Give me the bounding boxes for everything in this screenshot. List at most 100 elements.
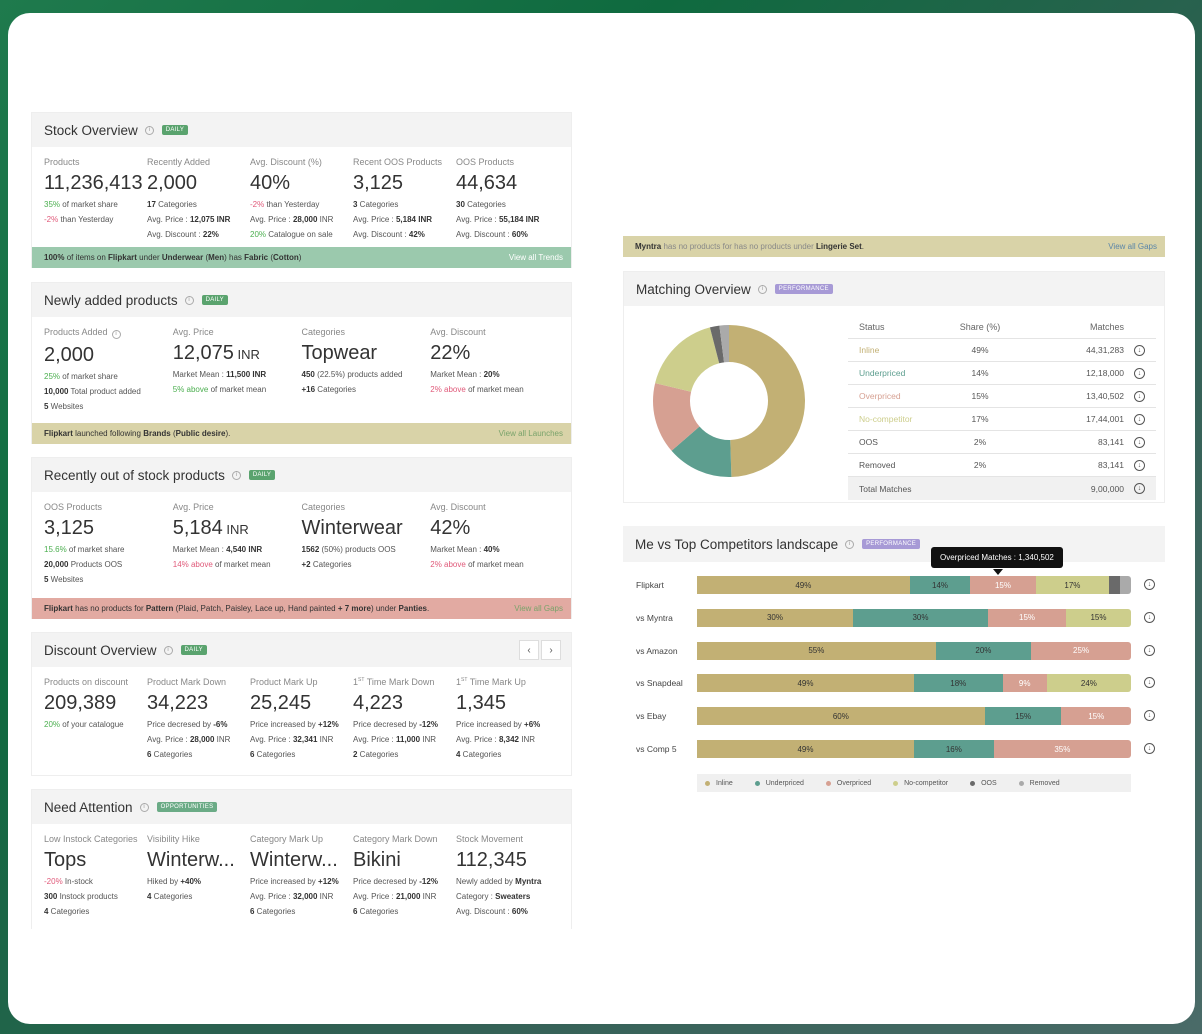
competitor-bar: 60% 15% 15% [697,707,1131,726]
daily-badge: DAILY [161,125,189,135]
matches-header: Matches [1089,322,1124,332]
download-icon[interactable]: ↓ [1144,644,1155,656]
competitor-bar: 55% 20% 25% [697,641,1131,660]
share-cell: 2% [973,460,987,470]
total-label: Total Matches [859,483,912,494]
competitor-bar: 30% 30% 15% 15% [697,608,1131,627]
trend-text: 100% of items on Flipkart under Underwea… [44,253,302,262]
segment-oos[interactable] [1109,576,1121,594]
segment-inline[interactable]: 55% [697,641,936,660]
competitor-bar: 49% 14% 15% 17% [697,576,1131,594]
info-icon[interactable]: i [845,539,855,549]
download-icon[interactable]: ↓ [1144,611,1155,623]
metric-col: Stock Movement 112,345 Newly added by Mynt… [456,834,542,916]
view-all-trends-link[interactable]: View all Trends [508,253,563,262]
view-all-launches-link[interactable]: View all Launches [498,429,563,438]
segment-overpriced[interactable]: 9% [1002,674,1047,693]
info-icon[interactable]: i [163,645,173,655]
segment-overpriced[interactable]: 15% [1061,707,1131,726]
info-icon[interactable]: i [144,125,154,135]
download-icon[interactable]: ↓ [1134,436,1145,448]
newly-added-panel: Newly added products i DAILY Products Adde… [31,282,572,444]
status-header: Status [859,322,885,332]
segment-removed[interactable] [1120,576,1131,594]
donut-slice-removed[interactable] [719,325,729,363]
tooltip: Overpriced Matches : 1,340,502 [931,547,1063,568]
view-all-gaps-link[interactable]: View all Gaps [1108,242,1157,251]
gap-text: Flipkart has no products for Pattern (Pl… [44,604,430,613]
discount-overview-title: Discount Overview [44,642,157,658]
segment-inline[interactable]: 60% [697,707,985,726]
metric-col: Category Mark Down Bikini Price decresed b… [353,834,438,916]
landscape-title: Me vs Top Competitors landscape [635,536,839,552]
segment-underpriced[interactable]: 16% [914,740,994,758]
download-icon[interactable]: ↓ [1144,743,1155,754]
opportunities-badge: OPPORTUNITIES [156,802,218,812]
stock-overview-title: Stock Overview [44,122,138,138]
performance-badge: PERFORMANCE [862,539,921,549]
segment-nocompetitor[interactable]: 17% [1035,576,1110,594]
download-icon[interactable]: ↓ [1134,459,1145,471]
download-icon[interactable]: ↓ [1134,344,1145,356]
segment-inline[interactable]: 49% [697,740,914,758]
segment-underpriced[interactable]: 30% [852,608,989,627]
donut-slice-inline[interactable] [729,325,805,477]
download-icon[interactable]: ↓ [1134,367,1145,379]
segment-nocompetitor[interactable]: 15% [1066,608,1131,627]
info-icon[interactable]: i [139,802,149,812]
table-header: Status Share (%) Matches [848,316,1156,339]
donut-slice-oos[interactable] [709,325,725,364]
next-button[interactable]: › [541,640,561,660]
download-icon[interactable]: ↓ [1144,710,1155,722]
info-icon[interactable]: i [231,470,241,480]
landscape-legend: Inline Underpriced Overpriced No-competitor… [697,774,1131,792]
download-icon[interactable]: ↓ [1144,579,1155,590]
info-icon[interactable]: i [184,295,194,305]
metric-col: 1ST Time Mark Down 4,223 Price decresed by… [353,677,438,759]
legend-item-removed: Removed [1018,780,1060,787]
status-cell: OOS [859,437,878,447]
status-cell: Inline [859,345,880,355]
segment-overpriced[interactable]: 25% [1031,641,1131,660]
segment-inline[interactable]: 30% [697,608,853,627]
gap-banner: Flipkart has no products for Pattern (Pl… [32,598,571,619]
download-icon[interactable]: ↓ [1134,483,1145,494]
segment-inline[interactable]: 49% [697,576,910,594]
segment-inline[interactable]: 49% [697,674,914,693]
matching-donut-chart [653,325,805,477]
discount-overview-panel: Discount Overview i DAILY ‹ › Products on … [31,632,572,776]
segment-underpriced[interactable]: 14% [909,576,971,594]
segment-underpriced[interactable]: 15% [984,707,1062,726]
donut-slice-underpriced[interactable] [671,426,732,477]
matches-cell: 83,141 [1098,460,1124,470]
newly-added-title: Newly added products [44,292,178,308]
prev-button[interactable]: ‹ [519,640,539,660]
segment-overpriced[interactable]: 15% [970,576,1036,594]
segment-overpriced[interactable]: 35% [993,740,1131,758]
performance-badge: PERFORMANCE [774,284,833,294]
info-icon[interactable]: i [111,329,121,339]
recently-oos-title: Recently out of stock products [44,467,225,483]
view-all-gaps-link[interactable]: View all Gaps [514,604,563,613]
segment-underpriced[interactable]: 20% [935,641,1032,660]
attention-metrics: Low Instock Categories Tops -20% In-stock 3… [32,824,571,922]
metric-col: Product Mark Up 25,245 Price increased by … [250,677,339,759]
competitor-label: vs Snapdeal [636,678,683,689]
tooltip-arrow [993,569,1003,575]
metric-col: Products 11,236,413 35% of market share -2%… [44,157,143,224]
download-icon[interactable]: ↓ [1144,677,1155,689]
download-icon[interactable]: ↓ [1134,390,1145,402]
donut-slice-overpriced[interactable] [653,383,700,451]
donut-slice-no-competitor[interactable] [655,327,720,392]
download-icon[interactable]: ↓ [1134,413,1145,425]
segment-nocompetitor[interactable]: 24% [1046,674,1131,693]
segment-underpriced[interactable]: 18% [914,674,1003,693]
avg-discount-metric: Avg. Discount 42% Market Mean : 40% 2% abov… [430,502,524,569]
share-cell: 15% [971,391,989,401]
info-icon[interactable]: i [757,284,767,294]
myntra-gap-text: Myntra has no products for has no produc… [635,242,865,251]
share-cell: 17% [971,414,989,424]
trend-banner: 100% of items on Flipkart under Underwea… [32,247,571,268]
need-attention-title: Need Attention [44,799,133,815]
segment-overpriced[interactable]: 15% [988,608,1066,627]
